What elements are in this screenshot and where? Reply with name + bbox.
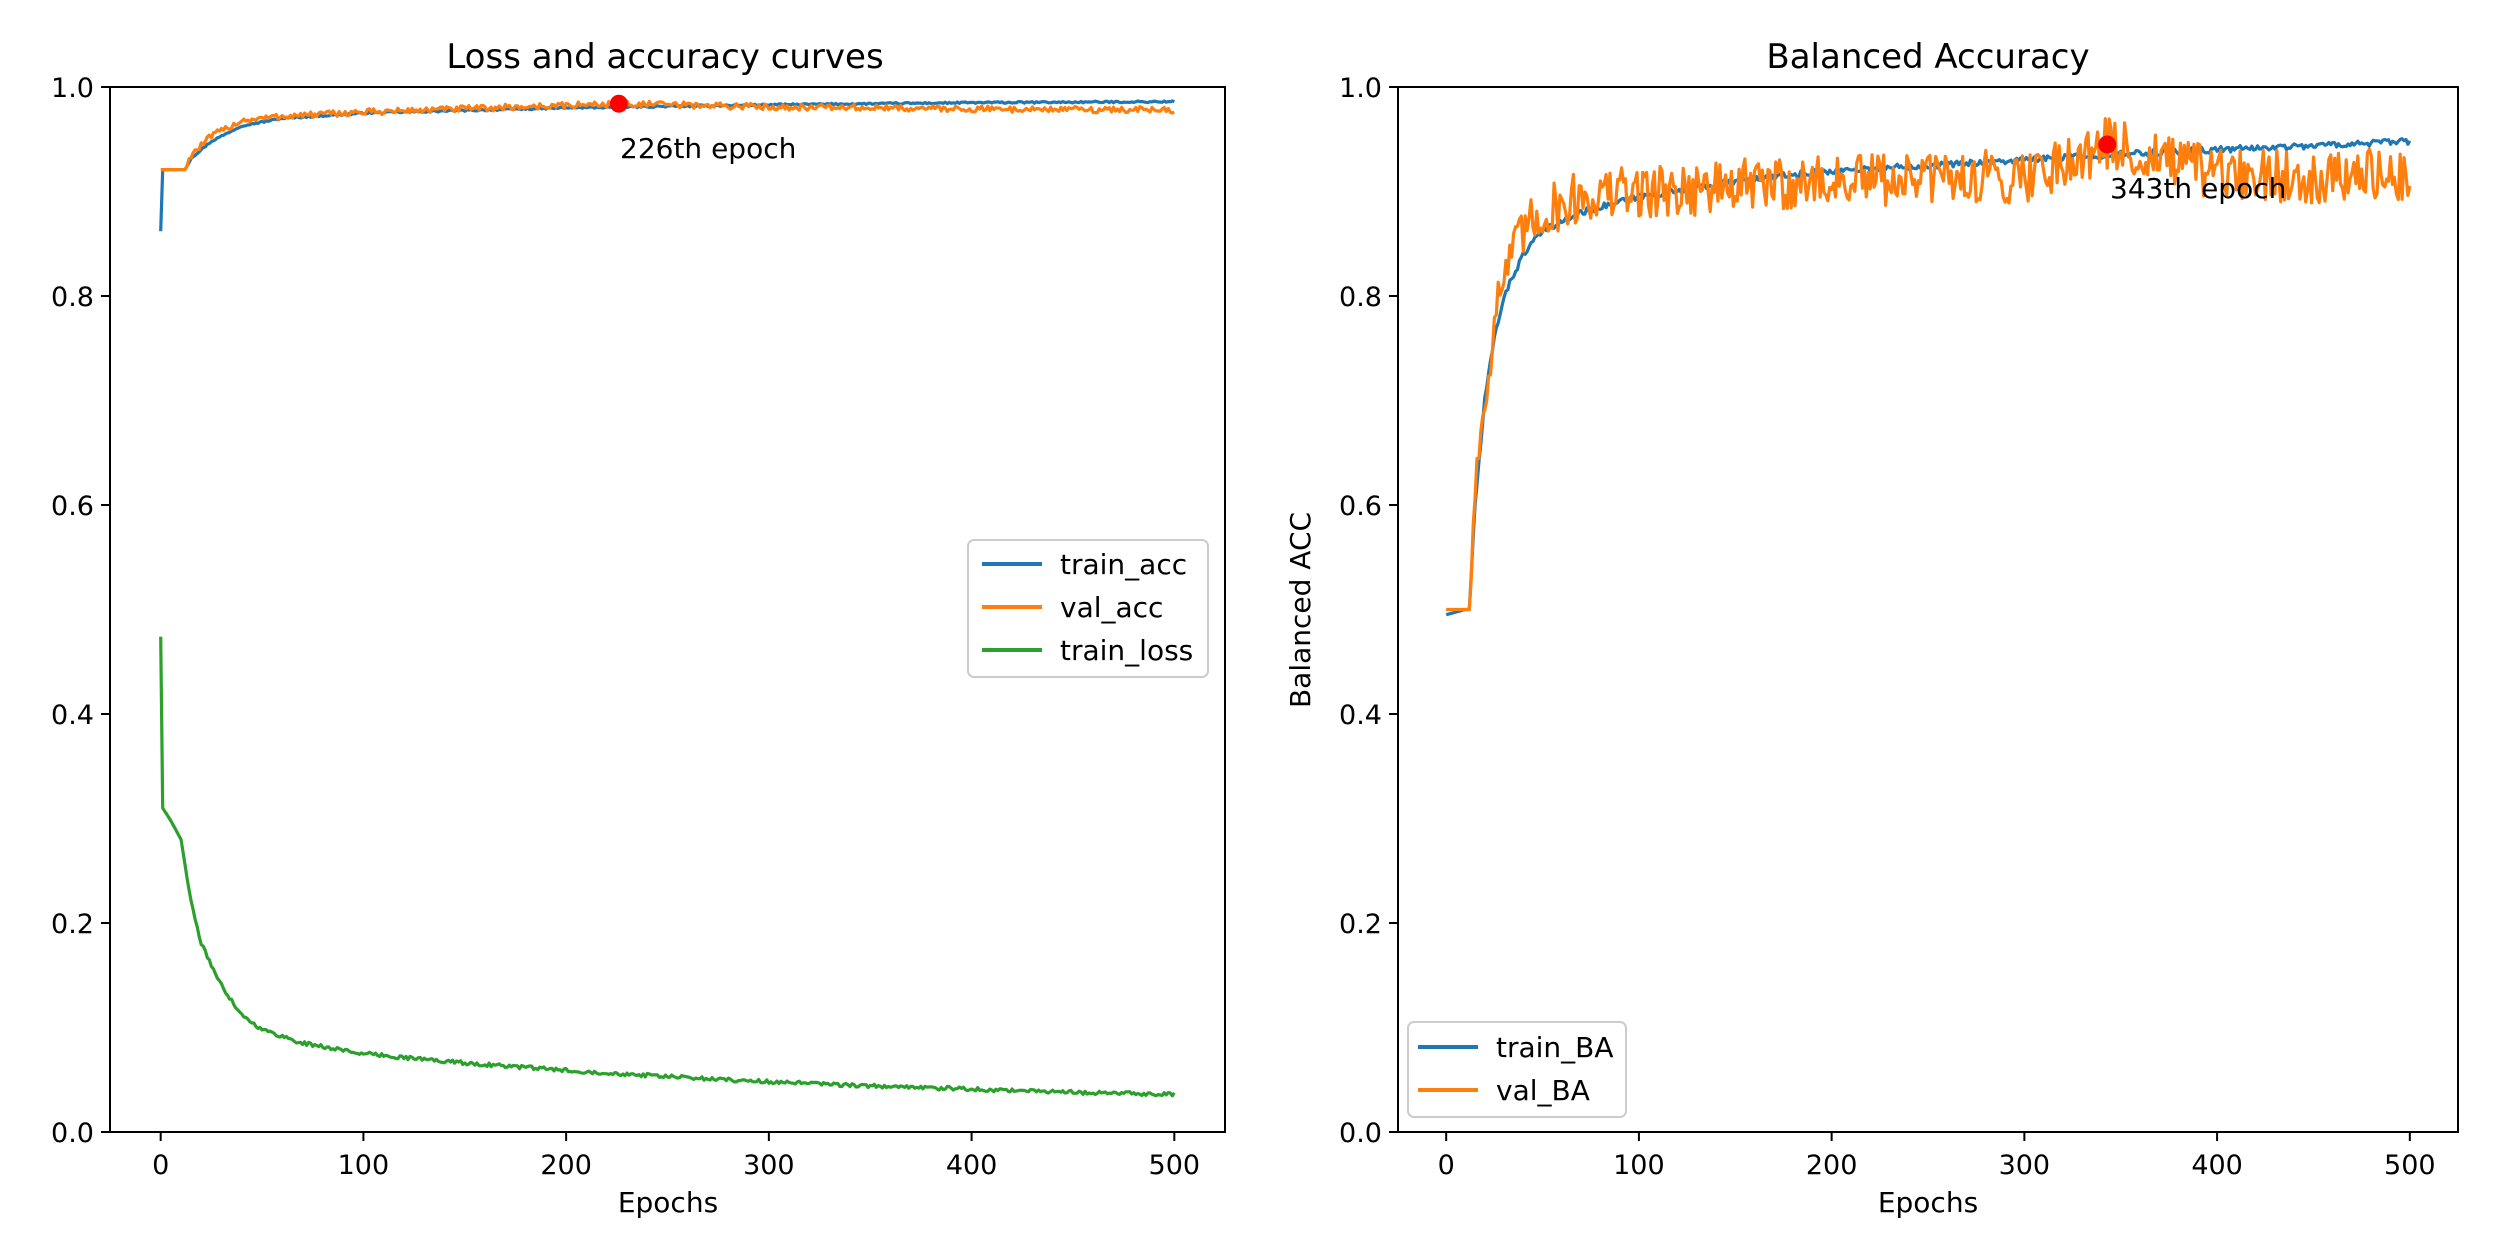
series-line-val-BA <box>1446 117 2412 612</box>
y-tick-label: 0.8 <box>1339 282 1382 313</box>
best-epoch-marker <box>2098 135 2117 154</box>
legend-label-val-ba: val_BA <box>1496 1074 1590 1107</box>
y-tick-label: 0.4 <box>51 700 94 731</box>
x-tick-label: 400 <box>946 1150 998 1181</box>
y-tick-label: 1.0 <box>1339 73 1382 104</box>
x-tick-label: 200 <box>1806 1150 1858 1181</box>
y-tick-label: 1.0 <box>51 73 94 104</box>
x-tick-label: 0 <box>1438 1150 1455 1181</box>
y-tick-label: 0.6 <box>51 491 94 522</box>
legend-label-val-acc: val_acc <box>1060 591 1163 624</box>
x-tick-label: 200 <box>540 1150 592 1181</box>
series-line-train-BA <box>1445 137 2412 617</box>
legend-label-train-acc: train_acc <box>1060 548 1187 581</box>
legend: train_BA val_BA <box>1407 1021 1627 1118</box>
x-tick-label: 0 <box>152 1150 169 1181</box>
y-tick-label: 0.0 <box>1339 1118 1382 1149</box>
x-axis-label: Epochs <box>1878 1186 1978 1219</box>
x-axis-label: Epochs <box>618 1186 718 1219</box>
series-line-train-loss <box>159 636 1176 1098</box>
legend: train_acc val_acc train_loss <box>967 539 1209 678</box>
y-tick-label: 0.4 <box>1339 700 1382 731</box>
axis-ticks: 0 100 200 300 400 500 0.0 0.2 0.4 0.6 0.8 1.0 <box>1339 73 2436 1181</box>
x-tick-label: 400 <box>2191 1150 2243 1181</box>
chart-title: Balanced Accuracy <box>1766 37 2089 77</box>
y-tick-label: 0.8 <box>51 282 94 313</box>
axis-ticks: 0 100 200 300 400 500 0.0 0.2 0.4 0.6 0.8 1.0 <box>51 73 1200 1181</box>
axes-frame <box>109 86 1226 1133</box>
plot-area <box>1445 117 2412 617</box>
y-tick-label: 0.2 <box>1339 909 1382 940</box>
legend-label-train-ba: train_BA <box>1496 1031 1614 1064</box>
best-epoch-marker <box>609 94 628 113</box>
series-line-train-acc <box>159 99 1175 232</box>
legend-label-train-loss: train_loss <box>1060 634 1193 667</box>
chart-title: Loss and accuracy curves <box>446 37 883 77</box>
x-tick-label: 100 <box>338 1150 390 1181</box>
annotation-label: 226th epoch <box>620 132 796 165</box>
legend-frame <box>967 539 1209 678</box>
plot-area <box>159 94 1176 1098</box>
x-tick-label: 300 <box>1999 1150 2051 1181</box>
balanced-accuracy-chart: Balanced Accuracy 0 100 200 300 400 500 0.0 0.2… <box>1284 37 2459 1219</box>
axes-frame <box>1397 86 2459 1133</box>
y-tick-label: 0.0 <box>51 1118 94 1149</box>
series-line-val-acc <box>160 99 1175 172</box>
y-tick-label: 0.6 <box>1339 491 1382 522</box>
x-tick-label: 500 <box>2384 1150 2436 1181</box>
y-axis-label: Balanced ACC <box>1284 512 1317 708</box>
y-tick-label: 0.2 <box>51 909 94 940</box>
loss-accuracy-chart: Loss and accuracy curves 0 100 200 300 400 50… <box>51 37 1226 1219</box>
annotation-label: 343th epoch <box>2110 172 2286 205</box>
x-tick-label: 500 <box>1149 1150 1201 1181</box>
x-tick-label: 300 <box>743 1150 795 1181</box>
x-tick-label: 100 <box>1613 1150 1665 1181</box>
